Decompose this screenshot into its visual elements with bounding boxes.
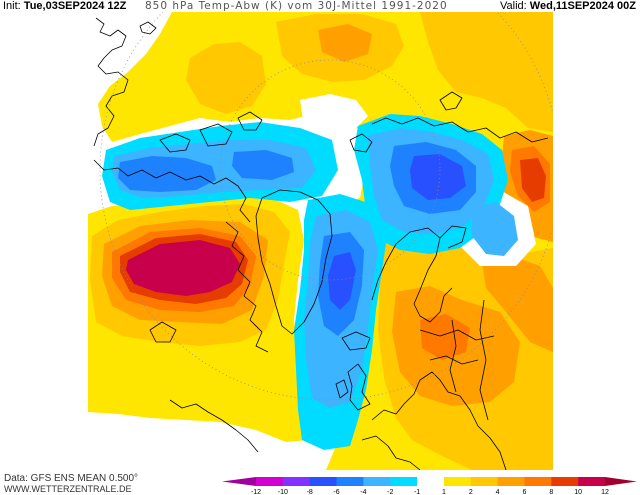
map-title: 850 hPa Temp-Abw (K) vom 30J-Mittel 1991…	[145, 0, 448, 12]
colorbar-bin	[256, 477, 284, 486]
valid-label: Valid:	[500, 0, 527, 12]
coastline	[199, 123, 233, 147]
init-value: Tue,03SEP2024 12Z	[23, 0, 127, 12]
coastline	[371, 371, 507, 470]
warm-anomaly-area	[482, 256, 553, 352]
coastline	[361, 435, 421, 470]
warm-anomaly-area	[520, 158, 546, 202]
colorbar-label: 12	[601, 489, 609, 495]
colorbar-label: 1	[442, 489, 446, 495]
valid-value: Wed,11SEP2024 00Z	[529, 0, 636, 12]
coastline	[419, 299, 495, 421]
colorbar-label: -1	[414, 489, 420, 495]
warm-anomaly-area	[318, 24, 372, 62]
warm-anomaly-area	[126, 240, 240, 296]
colorbar-label: 4	[496, 489, 500, 495]
colorbar-label: 8	[549, 489, 553, 495]
colorbar-bin	[524, 477, 552, 486]
cold-anomaly-area	[328, 252, 356, 310]
map-area	[88, 12, 553, 470]
cold-anomaly-area	[472, 202, 518, 256]
colorbar-bin	[282, 477, 310, 486]
coastline	[413, 287, 453, 323]
coastline	[93, 17, 129, 147]
init-time: Init: Tue,03SEP2024 12Z	[3, 0, 126, 12]
website-label: WWW.WETTERZENTRALE.DE	[4, 484, 132, 494]
coastline	[237, 111, 263, 131]
coastline	[225, 221, 269, 353]
colorbar-bin	[497, 477, 525, 486]
colorbar-arrow-high	[605, 477, 637, 486]
coastline	[335, 379, 349, 399]
cold-anomaly-area	[410, 154, 466, 200]
coastline	[439, 225, 467, 249]
colorbar-bin	[470, 477, 498, 486]
coastline	[439, 91, 463, 111]
colorbar-bin	[417, 477, 445, 486]
coastline	[149, 321, 177, 343]
colorbar-arrow-low	[222, 477, 256, 486]
coastline	[139, 21, 157, 35]
coastline	[159, 133, 191, 153]
colorbar-bin	[443, 477, 472, 486]
colorbar-bin	[578, 477, 606, 486]
colorbar-bin	[390, 477, 418, 486]
coastline	[371, 117, 549, 143]
colorbar-bin	[309, 477, 337, 486]
coastline	[371, 227, 441, 305]
colorbar-label: -2	[387, 489, 393, 495]
coastline	[341, 331, 371, 351]
warm-anomaly-area	[186, 42, 266, 114]
coastline	[255, 189, 333, 335]
colorbar-label: 6	[523, 489, 527, 495]
colorbar-label: -4	[360, 489, 366, 495]
neutral-area	[300, 94, 368, 134]
warm-anomaly-area	[420, 314, 470, 360]
coastline	[169, 399, 259, 453]
colorbar-label: -12	[251, 489, 261, 495]
coastline	[93, 159, 251, 223]
data-source-label: Data: GFS ENS MEAN 0.500°	[4, 473, 139, 484]
graticule-circle	[219, 59, 441, 281]
colorbar-label: -8	[307, 489, 313, 495]
colorbar-bin	[551, 477, 579, 486]
valid-time: Valid: Wed,11SEP2024 00Z	[500, 0, 636, 12]
colorbar: -12 -10 -8 -6 -4 -2 -1 1 2 4 6 8 10 12	[222, 477, 637, 495]
init-label: Init:	[3, 0, 21, 12]
cold-anomaly-area	[232, 150, 294, 180]
colorbar-label: -6	[333, 489, 339, 495]
warm-anomaly-area	[420, 12, 553, 132]
colorbar-bin	[336, 477, 364, 486]
colorbar-label: 2	[469, 489, 473, 495]
colorbar-bin	[363, 477, 391, 486]
colorbar-label: -10	[278, 489, 288, 495]
cold-anomaly-area	[118, 156, 216, 192]
coastline	[349, 133, 373, 153]
colorbar-label: 10	[574, 489, 582, 495]
coastline	[347, 363, 371, 411]
